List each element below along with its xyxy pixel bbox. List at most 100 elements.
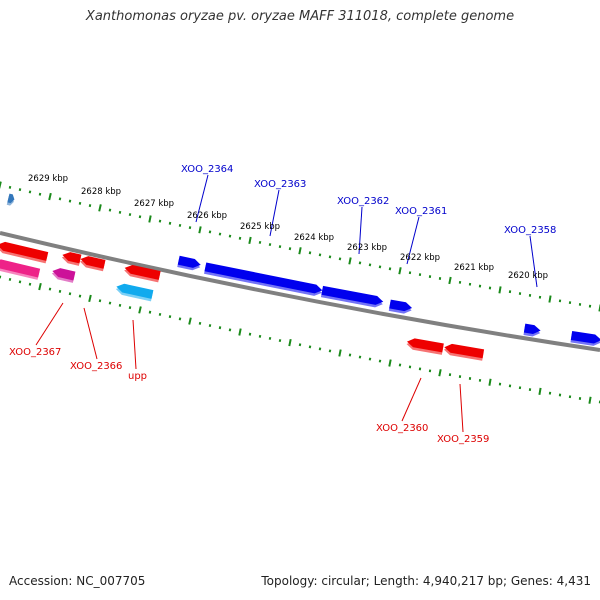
label-connector xyxy=(132,319,137,370)
minor-tick xyxy=(178,317,182,321)
minor-tick xyxy=(28,190,32,194)
label-connector xyxy=(358,206,363,255)
scale-label: 2625 kbp xyxy=(240,222,280,232)
minor-tick xyxy=(18,188,22,192)
inner-tick-ring xyxy=(0,275,600,404)
major-tick xyxy=(348,257,352,265)
gene-feature-forward xyxy=(320,285,384,308)
minor-tick xyxy=(358,261,362,265)
scale-label: 2626 kbp xyxy=(187,211,227,221)
minor-tick xyxy=(228,234,232,238)
minor-tick xyxy=(298,343,302,347)
minor-tick xyxy=(118,303,122,307)
gene-label[interactable]: XOO_2363 xyxy=(254,179,306,190)
minor-tick xyxy=(208,230,212,234)
gene-label[interactable]: XOO_2367 xyxy=(9,347,61,358)
minor-tick xyxy=(168,315,172,319)
gene-feature-forward xyxy=(177,255,201,271)
gene-feature-reverse xyxy=(61,252,82,266)
scale-label: 2621 kbp xyxy=(454,263,494,273)
minor-tick xyxy=(218,232,222,236)
gene-label[interactable]: XOO_2366 xyxy=(70,361,122,372)
genome-backbone xyxy=(0,231,600,352)
minor-tick xyxy=(268,336,272,340)
accession-text: Accession: NC_007705 xyxy=(9,574,146,588)
scale-label: 2624 kbp xyxy=(294,233,334,243)
minor-tick xyxy=(308,251,312,255)
minor-tick xyxy=(328,255,332,259)
genome-stats-text: Topology: circular; Length: 4,940,217 bp… xyxy=(261,574,591,588)
label-connector xyxy=(406,216,420,265)
gene-label[interactable]: XOO_2358 xyxy=(504,225,556,236)
minor-tick xyxy=(168,221,172,225)
minor-tick xyxy=(28,282,32,286)
minor-tick xyxy=(328,349,332,353)
gene-label[interactable]: XOO_2361 xyxy=(395,206,447,217)
major-tick xyxy=(538,387,542,395)
minor-tick xyxy=(388,267,392,271)
gene-feature-reverse xyxy=(406,338,444,355)
gene-label[interactable]: XOO_2364 xyxy=(181,164,233,175)
major-tick xyxy=(588,396,592,404)
minor-tick xyxy=(278,339,282,343)
minor-tick xyxy=(398,363,402,367)
major-tick xyxy=(198,226,202,234)
minor-tick xyxy=(78,201,82,205)
minor-tick xyxy=(218,326,222,330)
major-tick xyxy=(398,267,402,275)
minor-tick xyxy=(368,357,372,361)
minor-tick xyxy=(58,197,62,201)
minor-tick xyxy=(128,213,132,217)
major-tick xyxy=(498,286,502,294)
minor-tick xyxy=(8,277,12,281)
minor-tick xyxy=(48,287,52,291)
minor-tick xyxy=(198,321,202,325)
minor-tick xyxy=(378,265,382,269)
minor-tick xyxy=(178,223,182,227)
major-tick xyxy=(0,181,2,189)
gene-feature-reverse xyxy=(443,343,485,361)
major-tick xyxy=(48,192,52,201)
minor-tick xyxy=(338,257,342,261)
gene-label[interactable]: upp xyxy=(128,371,147,382)
minor-tick xyxy=(318,347,322,351)
major-tick xyxy=(38,282,42,291)
major-tick xyxy=(248,236,252,245)
minor-tick xyxy=(268,243,272,247)
major-tick xyxy=(338,349,342,357)
gene-label[interactable]: XOO_2362 xyxy=(337,196,389,207)
gene-feature-reverse xyxy=(0,241,49,264)
major-tick xyxy=(488,378,492,386)
minor-tick xyxy=(248,332,252,336)
minor-tick xyxy=(308,345,312,349)
major-tick xyxy=(548,295,552,303)
minor-tick xyxy=(258,334,262,338)
minor-tick xyxy=(188,226,192,230)
major-tick xyxy=(438,369,442,377)
label-connector xyxy=(529,235,538,288)
label-connector xyxy=(195,174,209,223)
scale-label: 2622 kbp xyxy=(400,253,440,263)
minor-tick xyxy=(288,247,292,251)
label-connectors xyxy=(35,174,538,433)
gene-feature-reverse xyxy=(124,264,161,283)
minor-tick xyxy=(148,310,152,314)
minor-tick xyxy=(208,324,212,328)
gene-feature-steel xyxy=(6,193,15,206)
gene-label[interactable]: XOO_2359 xyxy=(437,434,489,445)
major-tick xyxy=(298,247,302,255)
outer-tick-ring xyxy=(0,181,600,312)
minor-tick xyxy=(98,299,102,303)
scale-label: 2627 kbp xyxy=(134,199,174,209)
gene-feature-magenta xyxy=(51,268,76,283)
gene-label[interactable]: XOO_2360 xyxy=(376,423,428,434)
label-connector xyxy=(83,307,98,360)
minor-tick xyxy=(348,353,352,357)
minor-tick xyxy=(238,236,242,240)
gene-feature-forward xyxy=(388,299,413,314)
minor-tick xyxy=(78,294,82,298)
minor-tick xyxy=(378,359,382,363)
major-tick xyxy=(138,306,142,314)
minor-tick xyxy=(58,289,62,293)
